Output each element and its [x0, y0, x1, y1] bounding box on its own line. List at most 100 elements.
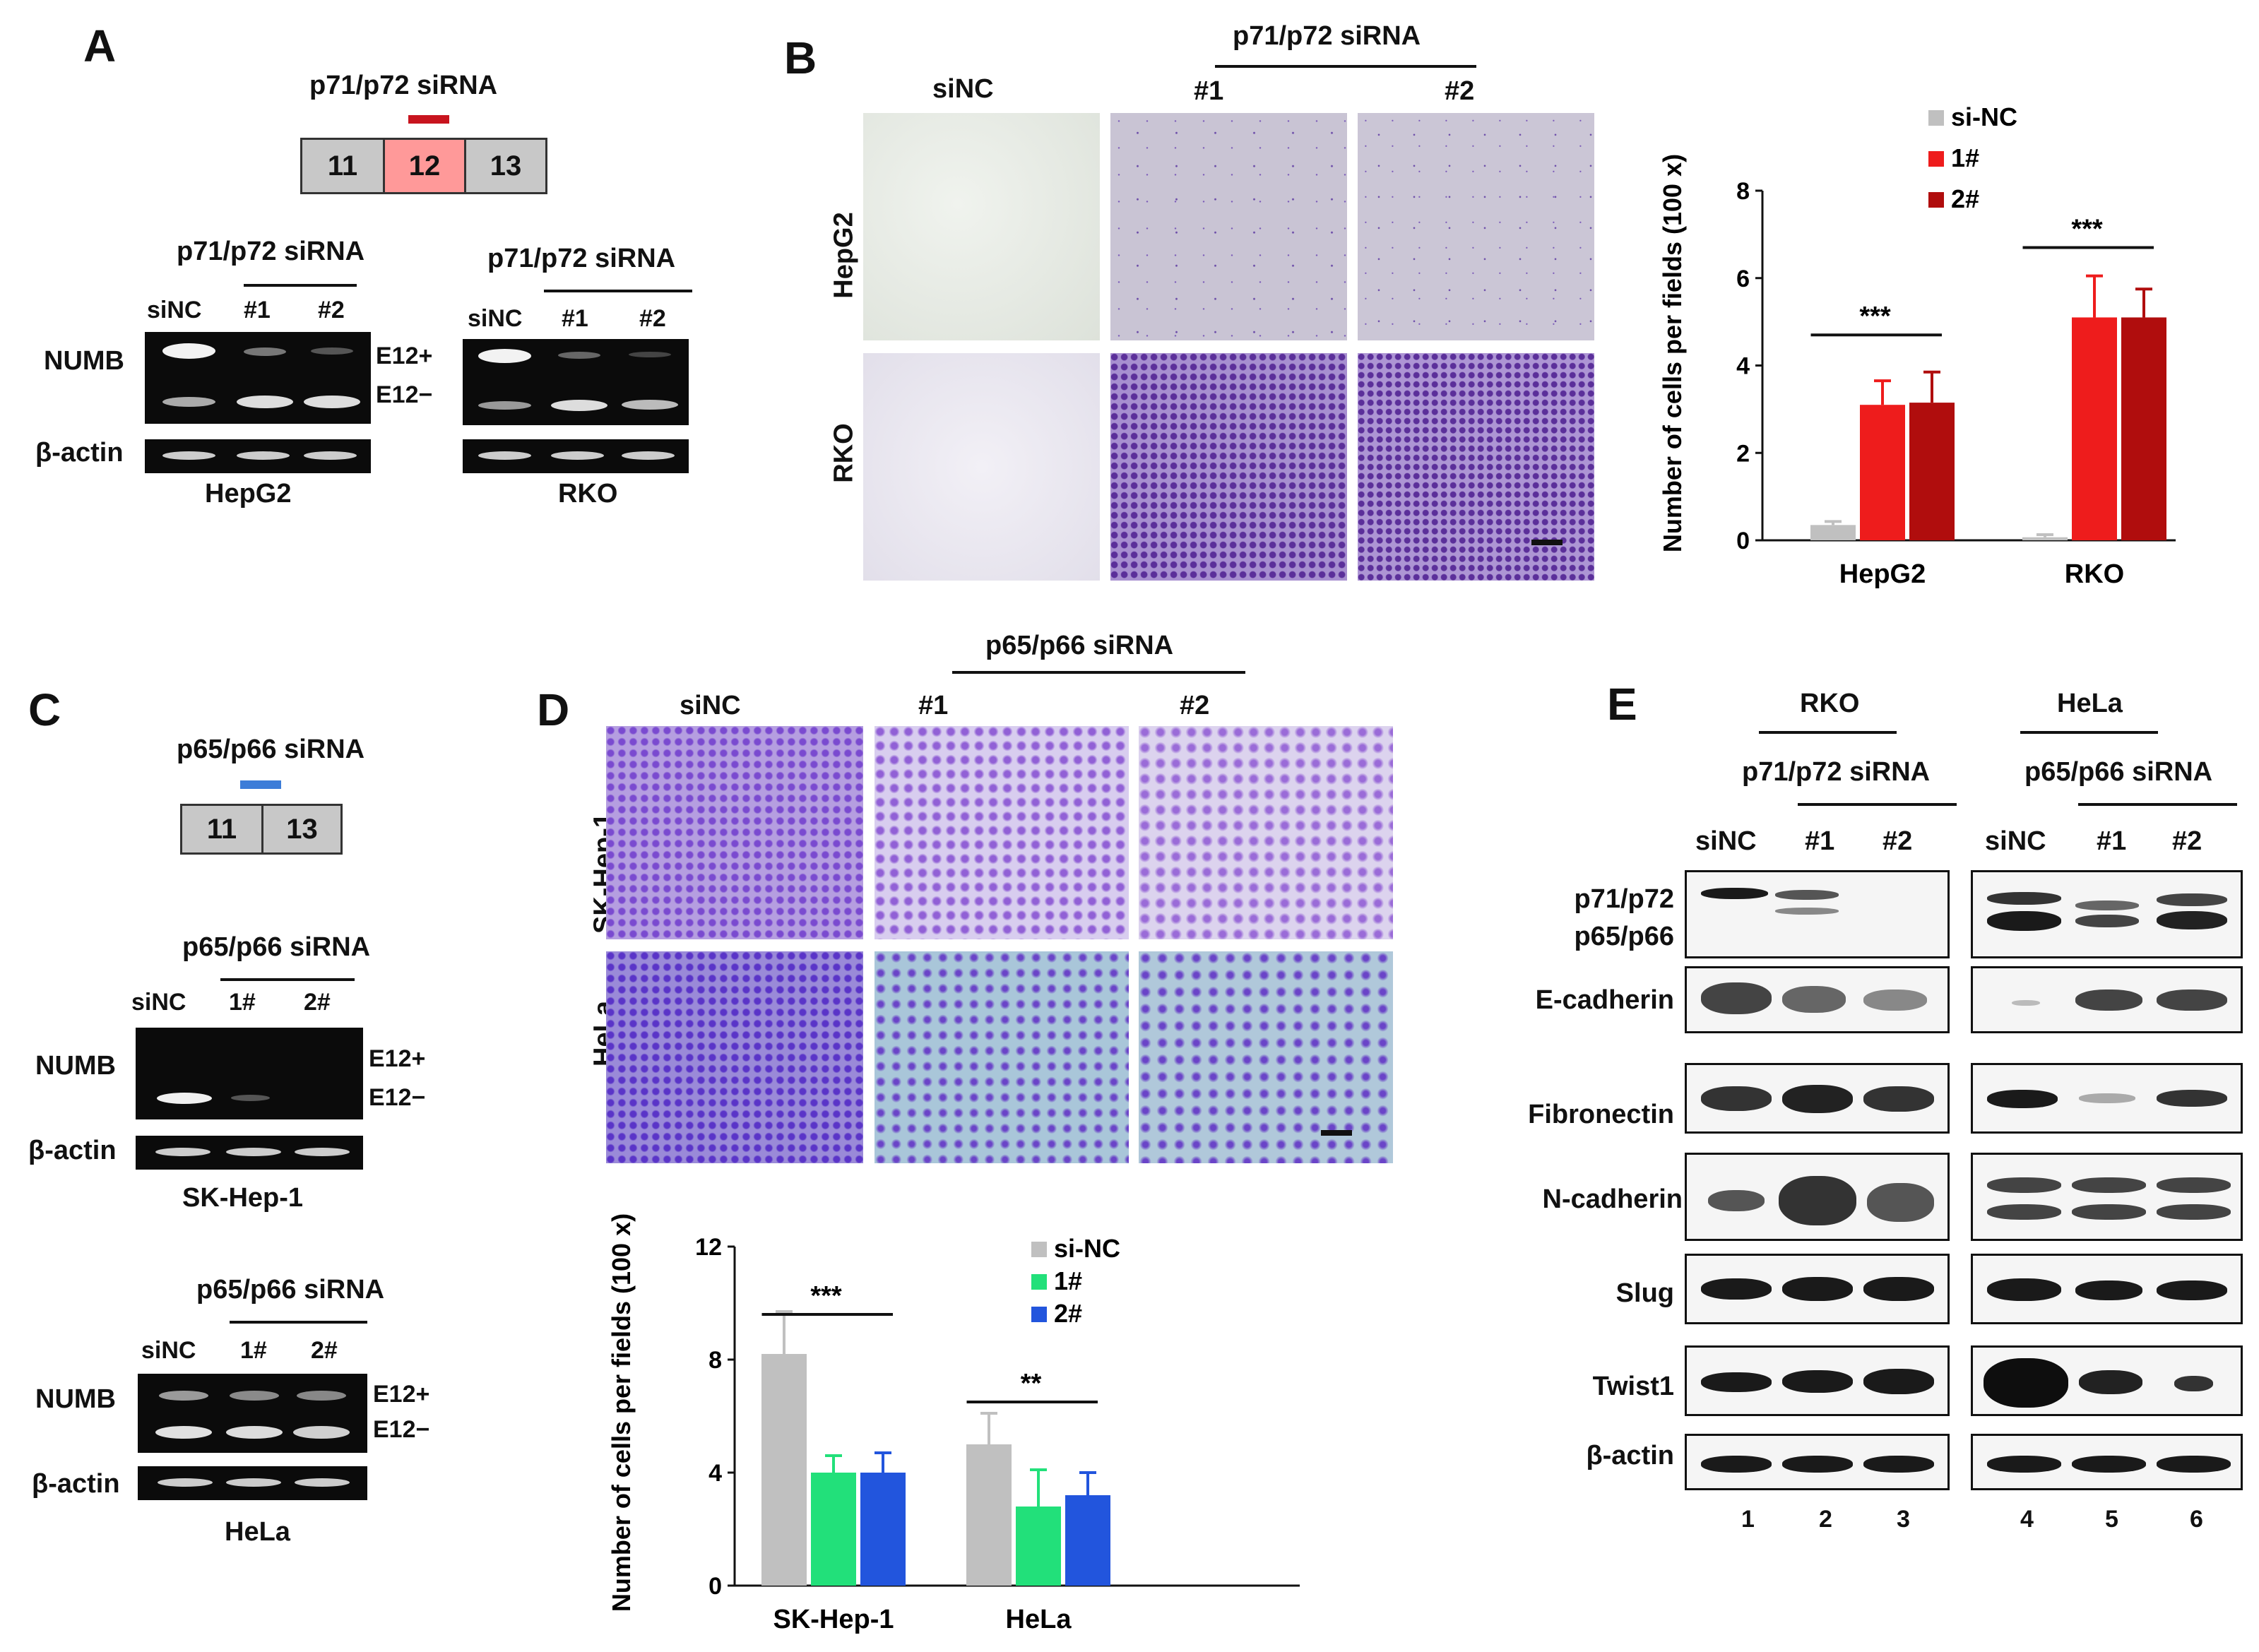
lane-label: #1	[1805, 826, 1835, 856]
header-line	[952, 671, 1245, 674]
header-line	[1759, 731, 1897, 734]
bar	[2072, 317, 2117, 540]
blot-row-label: β-actin	[1586, 1441, 1674, 1470]
gel-header: p65/p66 siRNA	[182, 932, 371, 962]
blot-p71p72-rko	[1685, 870, 1950, 958]
y-tick-label: 4	[1736, 353, 1750, 380]
row-label-numb: NUMB	[35, 1051, 116, 1081]
lane-label: siNC	[147, 297, 202, 323]
y-tick-label: 8	[1736, 178, 1750, 205]
y-tick-label: 0	[708, 1573, 722, 1600]
bar	[761, 1354, 807, 1586]
micrograph-rko-si2	[1358, 353, 1594, 581]
panel-a-title: p71/p72 siRNA	[309, 71, 498, 100]
bar	[1860, 405, 1905, 540]
lane-label: #1	[562, 305, 588, 332]
micrograph-hela-sinc	[606, 951, 863, 1163]
significance-label: ***	[1859, 302, 1891, 331]
lane-number: 5	[2105, 1506, 2118, 1533]
exon-11: 11	[300, 138, 385, 194]
header-line	[544, 290, 692, 292]
exon-11: 11	[180, 804, 263, 855]
bar	[1810, 525, 1856, 540]
exon-12: 12	[383, 138, 466, 194]
header-line	[220, 978, 355, 981]
blot-p65p66-hela	[1971, 870, 2243, 958]
bar	[811, 1473, 856, 1586]
lane-label: siNC	[468, 305, 523, 332]
col-label: siNC	[680, 691, 741, 720]
row-label-actin: β-actin	[32, 1469, 120, 1499]
col-label: #2	[1445, 76, 1475, 106]
cell-label: SK-Hep-1	[182, 1183, 304, 1213]
blot-actin-rko	[1685, 1434, 1950, 1490]
legend-label: si-NC	[1951, 102, 2017, 131]
lane-label: #2	[1883, 826, 1913, 856]
micrograph-hela-si2	[1139, 951, 1393, 1163]
x-tick-label: SK-Hep-1	[773, 1605, 894, 1634]
cell-label: RKO	[558, 479, 618, 509]
lane-label: siNC	[141, 1337, 196, 1364]
y-axis-label: Number of cells per fields (100 x)	[1658, 154, 1687, 552]
gel-header: p71/p72 siRNA	[177, 237, 365, 266]
sirna-target-marker	[240, 780, 281, 789]
exon-13: 13	[464, 138, 547, 194]
legend-swatch	[1031, 1274, 1047, 1290]
lane-label: siNC	[131, 989, 186, 1016]
micrograph-hela-si1	[874, 951, 1129, 1163]
panel-label-b: B	[784, 32, 817, 83]
lane-label: #1	[2097, 826, 2127, 856]
numb-gel-hela	[138, 1374, 367, 1453]
x-tick-label: HepG2	[1839, 559, 1926, 589]
header-line	[2020, 731, 2158, 734]
micrograph-rko-si1	[1110, 353, 1347, 581]
bar	[860, 1473, 906, 1586]
bar	[1065, 1495, 1110, 1586]
lane-label: 1#	[240, 1337, 267, 1364]
x-tick-label: RKO	[2065, 559, 2124, 589]
gel-header: p71/p72 siRNA	[487, 244, 676, 273]
y-tick-label: 8	[708, 1347, 722, 1374]
header-line	[244, 284, 357, 287]
group-sirna: p71/p72 siRNA	[1742, 757, 1931, 787]
micrograph-skhep1-si1	[874, 726, 1129, 939]
col-label: #2	[1180, 691, 1210, 720]
exon-diagram-a: 11 12 13	[300, 138, 547, 194]
blot-row-label: p71/p72	[1574, 884, 1674, 914]
bar	[1016, 1507, 1061, 1586]
e12-minus-label: E12−	[373, 1416, 430, 1443]
e12-minus-label: E12−	[376, 381, 433, 408]
lane-number: 3	[1897, 1506, 1910, 1533]
significance-label: ***	[810, 1281, 842, 1311]
x-tick-label: HeLa	[1006, 1605, 1072, 1634]
row-label-actin: β-actin	[28, 1136, 117, 1165]
col-label: #1	[1194, 76, 1224, 106]
lane-label: 2#	[304, 989, 331, 1016]
panel-label-d: D	[537, 684, 570, 735]
lane-label: #1	[244, 297, 271, 323]
legend-label: 2#	[1951, 184, 1979, 213]
lane-label: 2#	[311, 1337, 338, 1364]
blot-ecadherin-rko	[1685, 966, 1950, 1033]
blot-twist1-hela	[1971, 1345, 2243, 1416]
scale-bar	[1531, 540, 1563, 545]
micrograph-hepg2-sinc	[863, 113, 1100, 340]
panel-label-a: A	[83, 20, 117, 71]
bar	[966, 1444, 1012, 1586]
row-label: HepG2	[829, 212, 859, 299]
exon-13: 13	[261, 804, 343, 855]
panel-label-e: E	[1607, 679, 1637, 730]
gel-header: p65/p66 siRNA	[196, 1275, 385, 1305]
blot-row-label: Fibronectin	[1528, 1100, 1674, 1129]
blot-slug-rko	[1685, 1254, 1950, 1324]
blot-ncadherin-rko	[1685, 1153, 1950, 1241]
legend-swatch	[1031, 1242, 1047, 1257]
blot-row-label: N-cadherin	[1542, 1184, 1683, 1214]
blot-slug-hela	[1971, 1254, 2243, 1324]
lane-number: 2	[1819, 1506, 1832, 1533]
legend-label: 2#	[1054, 1299, 1082, 1328]
panel-b-header: p71/p72 siRNA	[1233, 21, 1421, 51]
blot-row-label: E-cadherin	[1535, 985, 1674, 1015]
row-label-actin: β-actin	[35, 438, 124, 468]
significance-label: ***	[2071, 214, 2103, 244]
